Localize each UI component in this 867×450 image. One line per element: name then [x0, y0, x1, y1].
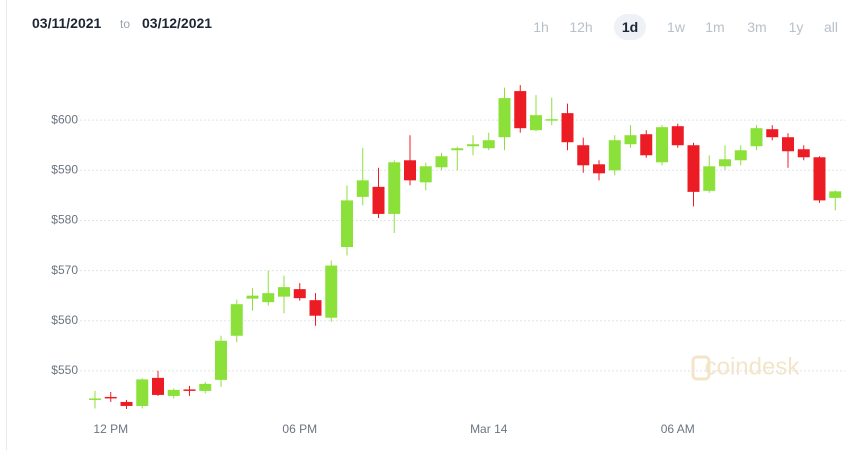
candle-body — [309, 300, 322, 316]
candle-body — [782, 137, 794, 152]
range-button[interactable]: 1d — [614, 14, 646, 40]
candle-body — [183, 389, 196, 391]
range-button[interactable]: all — [823, 19, 838, 35]
candle-body — [167, 389, 180, 396]
range-button[interactable]: 3m — [747, 19, 767, 35]
candle-body — [750, 128, 763, 147]
x-tick-label: 12 PM — [93, 422, 128, 436]
candle-body — [640, 134, 653, 156]
candle-body — [120, 401, 133, 406]
candle-body — [829, 191, 842, 198]
candle-body — [734, 150, 747, 161]
candle-body — [608, 140, 621, 171]
candle-body — [687, 145, 700, 192]
candle-body — [419, 166, 432, 183]
x-tick-label: Mar 14 — [470, 422, 508, 436]
candle-body — [136, 379, 149, 406]
candle-body — [482, 140, 495, 149]
candle-body — [372, 186, 385, 214]
y-tick-label: $570 — [51, 263, 78, 277]
range-button[interactable]: 1m — [705, 19, 725, 35]
candle-body — [152, 377, 164, 395]
candle-body — [104, 396, 117, 399]
candle-body — [199, 383, 212, 391]
y-tick-label: $560 — [51, 313, 78, 327]
candle-body — [498, 98, 511, 138]
x-tick-label: 06 PM — [282, 422, 317, 436]
candle-body — [451, 148, 464, 151]
candle-body — [561, 113, 574, 143]
candle-body — [230, 304, 243, 336]
watermark-logo — [691, 355, 711, 381]
candle-body — [656, 127, 668, 163]
candle-body — [262, 293, 275, 303]
y-tick-label: $580 — [51, 213, 78, 227]
candle-body — [593, 164, 605, 174]
x-tick-label: 06 AM — [661, 422, 695, 436]
candle-body — [813, 157, 826, 201]
candle-body — [514, 91, 527, 129]
candle-body — [624, 135, 637, 145]
edge — [6, 0, 7, 450]
date-from: 03/11/2021 — [32, 15, 102, 31]
candle-body — [356, 180, 369, 197]
candle-body — [404, 160, 416, 181]
date-separator: to — [120, 17, 131, 31]
candle-body — [703, 166, 716, 191]
candle-body — [325, 265, 338, 318]
candle-body — [341, 200, 353, 248]
y-tick-label: $600 — [51, 112, 78, 126]
candle-body — [545, 119, 558, 121]
y-tick-label: $550 — [51, 363, 78, 377]
y-tick-label: $590 — [51, 162, 78, 176]
date-to: 03/12/2021 — [142, 15, 213, 31]
candle-body — [530, 115, 542, 131]
watermark: coindesk — [705, 353, 801, 380]
candle-body — [388, 162, 401, 214]
range-button[interactable]: 12h — [569, 19, 593, 35]
range-button[interactable]: 1h — [533, 19, 549, 35]
candle-body — [293, 289, 306, 299]
range-button[interactable]: 1y — [788, 19, 804, 35]
candle-body — [467, 144, 479, 147]
candle-body — [246, 295, 259, 299]
candle-body — [719, 159, 731, 167]
candle-body — [278, 287, 290, 297]
candle-body — [671, 126, 684, 146]
candle-body — [577, 145, 590, 166]
candle-body — [766, 129, 779, 138]
candle-body — [89, 398, 101, 400]
range-button[interactable]: 1w — [667, 19, 685, 35]
candle-body — [797, 149, 810, 158]
candle-body — [435, 156, 448, 168]
candle-body — [215, 340, 227, 380]
